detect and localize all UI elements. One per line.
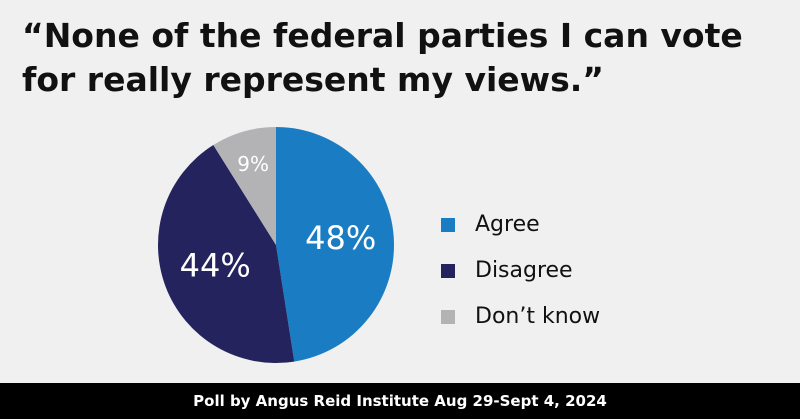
pie-slice <box>213 127 276 245</box>
legend-swatch <box>441 310 455 324</box>
legend-label: Agree <box>475 212 540 237</box>
chart: 48% 44% 9% Agree Disagree Don’t know <box>157 127 600 364</box>
legend-label: Disagree <box>475 258 573 283</box>
chart-title: “None of the federal parties I can vote … <box>22 16 743 99</box>
data-label: 44% <box>180 247 251 285</box>
source-note: Poll by Angus Reid Institute Aug 29-Sept… <box>0 383 800 419</box>
legend-swatch <box>441 264 455 278</box>
data-label: 48% <box>305 219 376 257</box>
legend-label: Don’t know <box>475 304 600 329</box>
data-label: 9% <box>237 152 269 176</box>
pie-slice <box>157 145 295 364</box>
pie-slice <box>276 127 395 362</box>
legend-swatch <box>441 218 455 232</box>
